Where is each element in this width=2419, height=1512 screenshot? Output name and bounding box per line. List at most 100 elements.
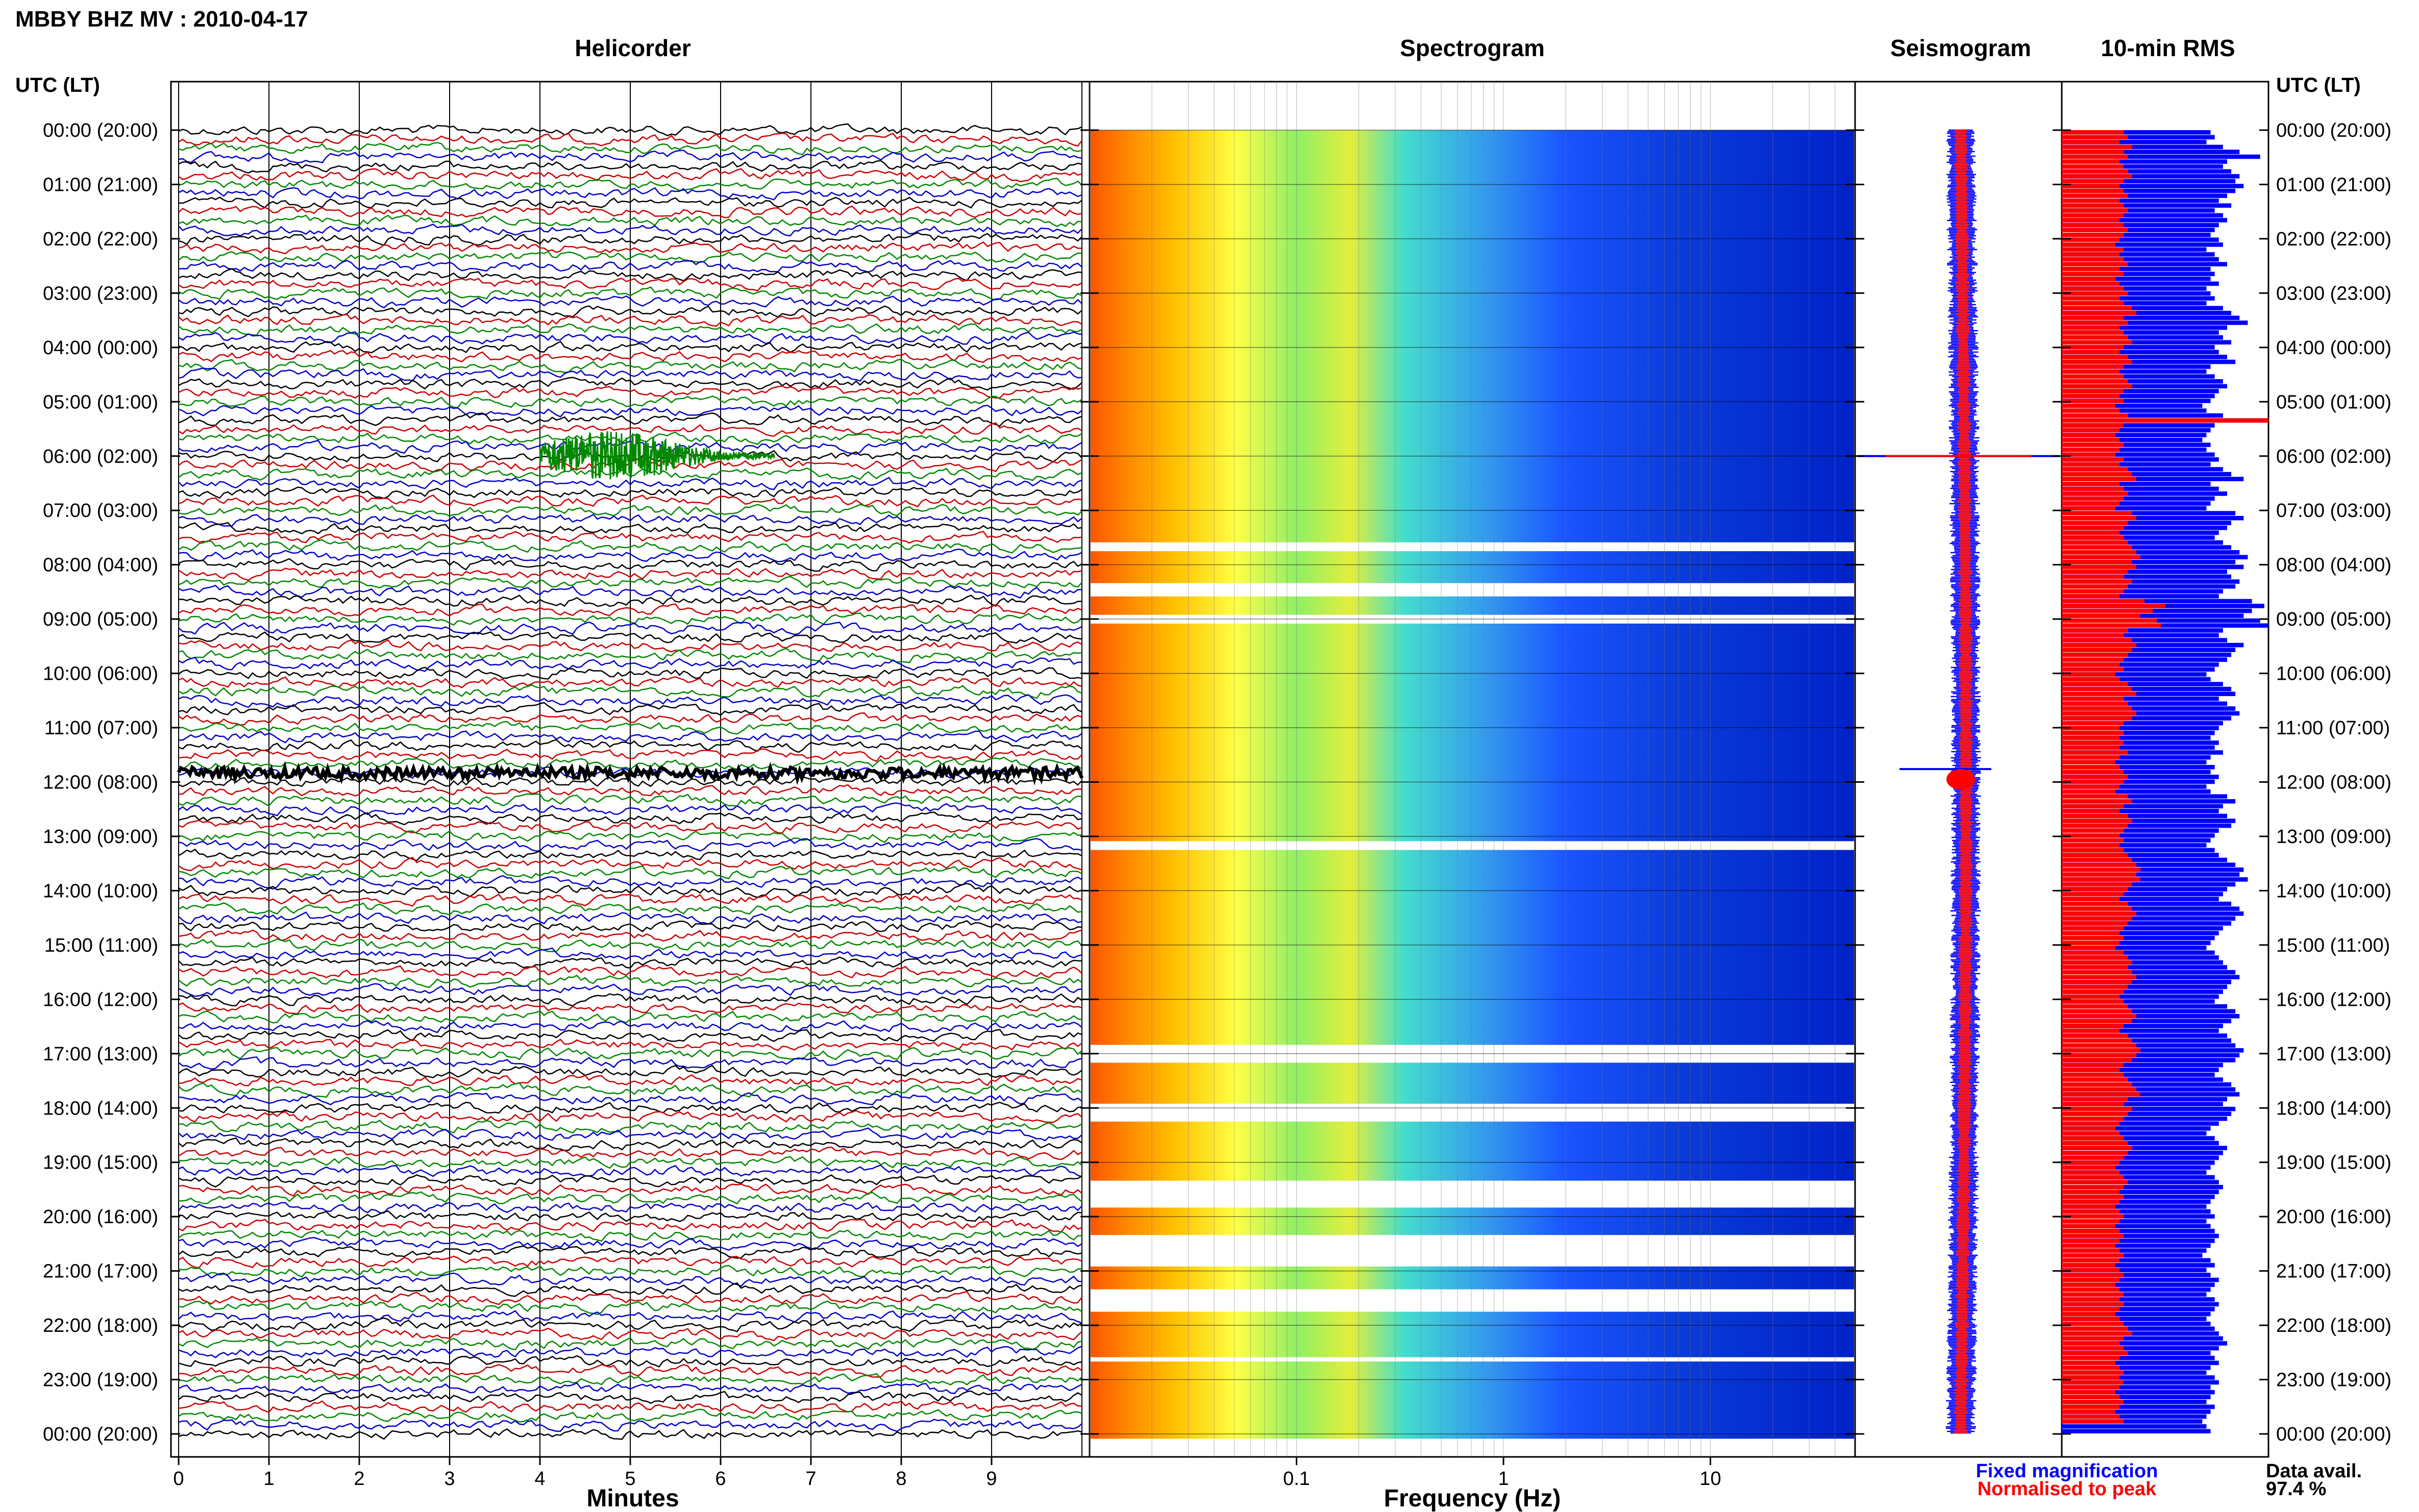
rms-bar-fixed <box>2062 393 2215 399</box>
spectrogram-band <box>1091 1416 1854 1421</box>
spectrogram-band <box>1091 162 1854 167</box>
rms-bar-fixed <box>2062 775 2219 779</box>
spectrogram-band <box>1091 673 1854 678</box>
spectrogram-band <box>1091 908 1854 914</box>
helicorder-trace <box>178 694 1082 708</box>
rms-bar-normalised <box>2062 569 2128 574</box>
spectrogram-band <box>1091 524 1854 529</box>
rms-bar-normalised <box>2062 638 2132 642</box>
rms-bar-fixed <box>2062 208 2215 213</box>
rms-bar-normalised <box>2062 1282 2116 1287</box>
rms-bar-normalised <box>2062 848 2124 853</box>
rms-bar-normalised <box>2062 335 2128 340</box>
spectrogram-band <box>1091 958 1854 963</box>
helicorder-trace <box>178 1047 1082 1060</box>
rms-bar-normalised <box>2062 1165 2116 1170</box>
rms-bar-fixed <box>2062 1209 2211 1214</box>
spectrogram-band <box>1091 1316 1854 1321</box>
helicorder-trace <box>178 1038 1082 1051</box>
spectrogram-band <box>1091 338 1854 343</box>
rms-bar-normalised <box>2062 1033 2128 1038</box>
helicorder-trace <box>178 776 1082 787</box>
rms-bar-normalised <box>2062 1180 2128 1184</box>
rms-bar-fixed <box>2062 633 2219 638</box>
spectrogram-band <box>1091 1348 1854 1353</box>
rms-bar-fixed <box>2062 291 2211 296</box>
spectrogram-band <box>1091 768 1854 774</box>
time-label-left: 03:00 (23:00) <box>43 283 158 304</box>
rms-bar-normalised <box>2062 584 2128 589</box>
rms-panel <box>2061 81 2269 1458</box>
spectrogram-band <box>1091 1022 1854 1027</box>
helicorder-trace <box>178 278 1082 292</box>
spectrogram-xtick-label: 0.1 <box>1283 1468 1310 1490</box>
helicorder-trace <box>178 313 1082 327</box>
rms-bar-fixed <box>2062 940 2211 946</box>
spectrogram-band <box>1091 823 1854 828</box>
rms-bar-fixed <box>2062 740 2219 745</box>
rms-bar-fixed <box>2062 428 2211 433</box>
spectrogram-band <box>1091 931 1854 936</box>
helicorder-trace <box>178 1282 1082 1297</box>
rms-bar-normalised <box>2062 574 2124 579</box>
spectrogram-band <box>1091 1275 1854 1280</box>
rms-bar-normalised <box>2062 935 2124 940</box>
rms-bar-fixed <box>2062 638 2227 642</box>
spectrogram-band <box>1091 682 1854 687</box>
rms-bar-normalised <box>2062 1400 2124 1404</box>
rms-bar-normalised <box>2062 1170 2120 1175</box>
rms-bar-fixed <box>2062 579 2240 584</box>
spectrogram-band <box>1091 153 1854 158</box>
rms-bar-normalised <box>2062 1404 2120 1409</box>
helicorder-trace <box>178 142 1082 156</box>
time-label-right: 04:00 (00:00) <box>2276 337 2391 359</box>
helicorder-trace <box>178 367 1082 382</box>
rms-bar-normalised <box>2062 266 2120 271</box>
spectrogram-band <box>1091 1325 1854 1330</box>
spectrogram-band <box>1091 415 1854 420</box>
rms-bar-normalised <box>2062 843 2120 848</box>
rms-bar-normalised <box>2062 501 2120 506</box>
helicorder-trace <box>178 1327 1082 1342</box>
rms-bar-fixed <box>2062 931 2219 935</box>
helicorder-trace <box>178 929 1082 943</box>
spectrogram-band <box>1091 343 1854 348</box>
spectrogram-xlabel: Frequency (Hz) <box>1384 1485 1561 1512</box>
rms-bar-fixed <box>2062 789 2211 794</box>
helicorder-trace <box>178 1428 1082 1440</box>
rms-bar-normalised <box>2062 1224 2116 1229</box>
spectrogram-band <box>1091 311 1854 316</box>
rms-bar-normalised <box>2062 345 2124 350</box>
spectrogram-band <box>1091 275 1854 280</box>
rms-bar-fixed <box>2062 1238 2215 1243</box>
rms-bar-normalised <box>2062 418 2268 423</box>
rms-bar-normalised <box>2062 940 2120 946</box>
helicorder-trace <box>178 811 1082 826</box>
rms-bar-normalised <box>2062 1014 2136 1019</box>
helicorder-trace <box>178 902 1082 916</box>
spectrogram-band <box>1091 315 1854 321</box>
rms-bar-normalised <box>2062 271 2124 277</box>
helicorder-trace <box>178 676 1082 688</box>
spectrogram-band <box>1091 334 1854 339</box>
rms-bar-fixed <box>2062 813 2227 819</box>
spectrogram-band <box>1091 999 1854 1004</box>
rms-bar-fixed <box>2062 882 2236 887</box>
spectrogram-band <box>1091 687 1854 692</box>
helicorder-xtick-label: 6 <box>715 1468 726 1490</box>
spectrogram-band <box>1091 1153 1854 1158</box>
spectrogram-band <box>1091 1266 1854 1272</box>
rms-bar-fixed <box>2062 921 2232 926</box>
rms-bar-fixed <box>2062 589 2223 594</box>
spectrogram-band <box>1091 601 1854 606</box>
rms-bar-normalised <box>2062 1155 2124 1160</box>
rms-bar-normalised <box>2062 579 2132 584</box>
rms-bar-fixed <box>2062 306 2223 311</box>
time-label-right: 23:00 (19:00) <box>2276 1370 2391 1391</box>
rms-bar-normalised <box>2062 1082 2132 1087</box>
rms-bar-fixed <box>2062 911 2244 916</box>
spectrogram-band <box>1091 198 1854 203</box>
rms-bar-fixed <box>2062 1072 2215 1077</box>
rms-bar-fixed <box>2062 613 2244 618</box>
rms-bar-fixed <box>2062 1341 2227 1346</box>
